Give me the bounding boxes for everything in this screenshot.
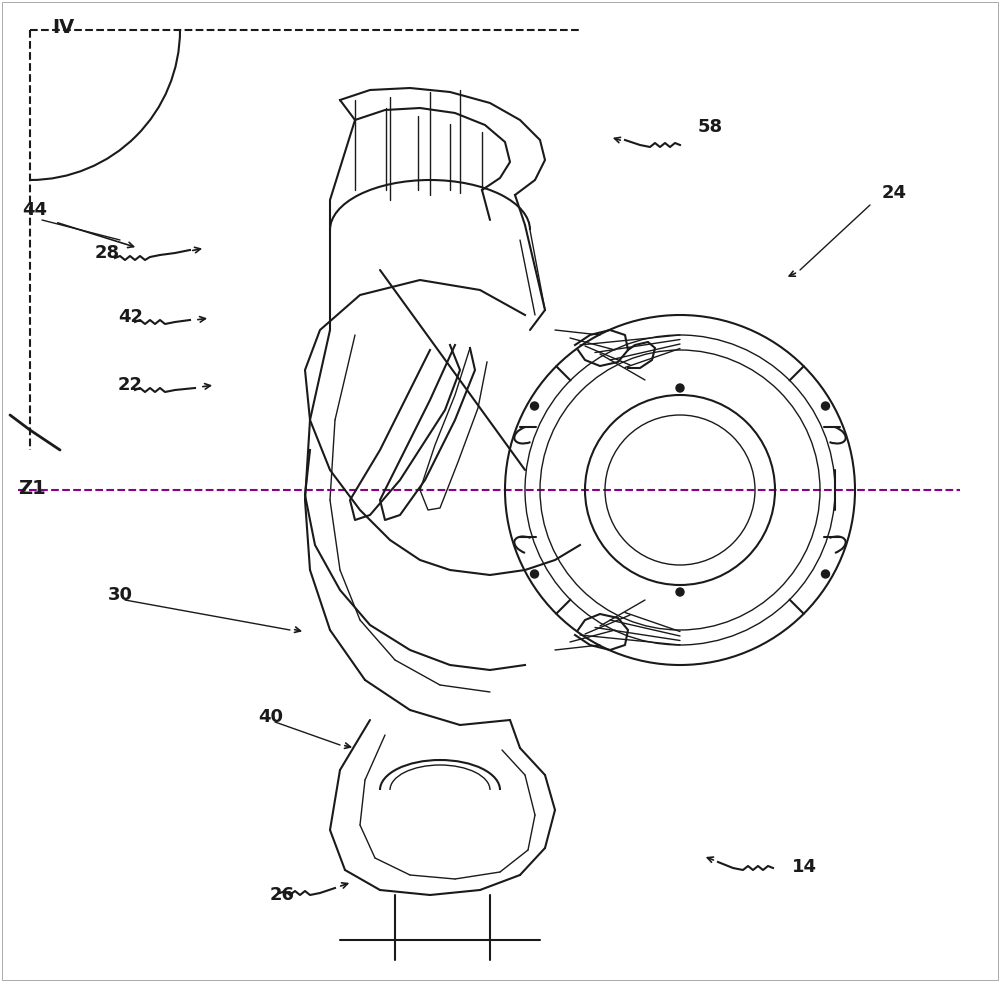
Text: IV: IV <box>52 18 74 37</box>
Text: 40: 40 <box>258 708 283 726</box>
Text: 28: 28 <box>95 244 120 262</box>
Circle shape <box>676 588 684 596</box>
Text: 22: 22 <box>118 376 143 394</box>
Circle shape <box>531 570 539 578</box>
Text: Z1: Z1 <box>18 478 46 498</box>
Text: 14: 14 <box>792 858 817 876</box>
Circle shape <box>676 384 684 392</box>
Circle shape <box>821 570 829 578</box>
Circle shape <box>821 402 829 410</box>
Circle shape <box>531 402 539 410</box>
Text: 30: 30 <box>108 586 133 604</box>
Text: 42: 42 <box>118 308 143 326</box>
Text: 58: 58 <box>698 118 723 136</box>
Text: 26: 26 <box>270 886 295 904</box>
Text: 44: 44 <box>22 201 47 219</box>
Text: 24: 24 <box>882 184 907 202</box>
